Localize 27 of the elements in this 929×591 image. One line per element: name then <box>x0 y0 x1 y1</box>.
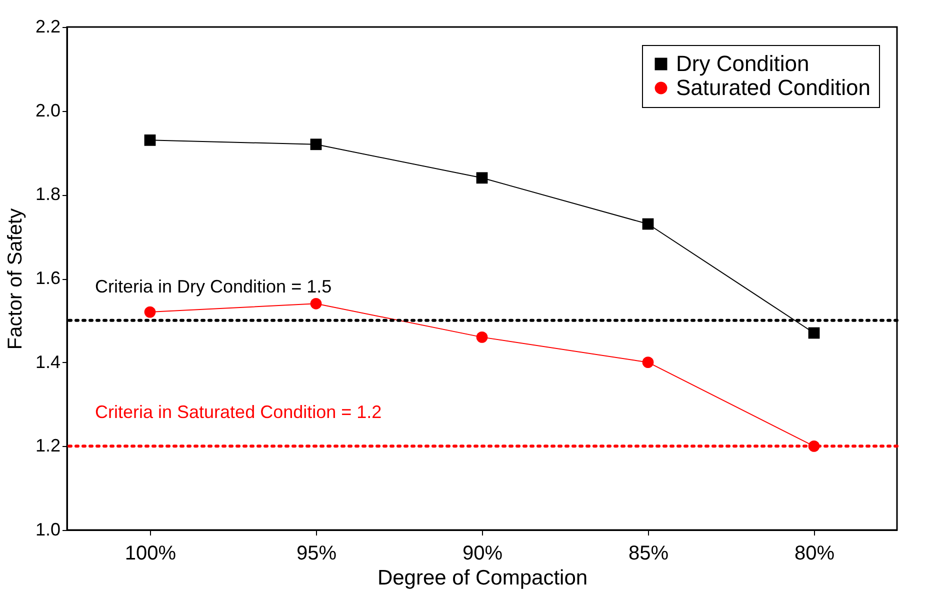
point <box>144 306 156 318</box>
y-tick-label: 1.2 <box>35 436 60 456</box>
legend-label: Dry Condition <box>676 51 810 76</box>
x-tick-label: 90% <box>462 542 503 564</box>
x-axis-title: Degree of Compaction <box>377 566 588 590</box>
point <box>808 327 820 339</box>
x-tick-label: 85% <box>628 542 669 564</box>
point <box>310 138 322 150</box>
y-tick-label: 1.8 <box>35 184 60 204</box>
y-tick-label: 1.6 <box>35 268 60 288</box>
legend-label: Saturated Condition <box>676 75 870 100</box>
point <box>144 134 156 146</box>
y-tick-label: 2.0 <box>35 100 60 120</box>
point <box>310 298 322 310</box>
point <box>642 356 654 368</box>
point <box>476 331 488 343</box>
ref-line-label: Criteria in Dry Condition = 1.5 <box>95 276 332 296</box>
x-tick-label: 80% <box>794 542 835 564</box>
point <box>642 218 654 230</box>
point <box>476 172 488 184</box>
y-tick-label: 1.0 <box>35 520 60 540</box>
x-tick-label: 95% <box>296 542 337 564</box>
ref-line-label: Criteria in Saturated Condition = 1.2 <box>95 402 382 422</box>
y-axis-title: Factor of Safety <box>4 208 26 350</box>
y-tick-label: 1.4 <box>35 352 60 372</box>
y-tick-label: 2.2 <box>35 16 60 36</box>
x-tick-label: 100% <box>124 542 176 564</box>
